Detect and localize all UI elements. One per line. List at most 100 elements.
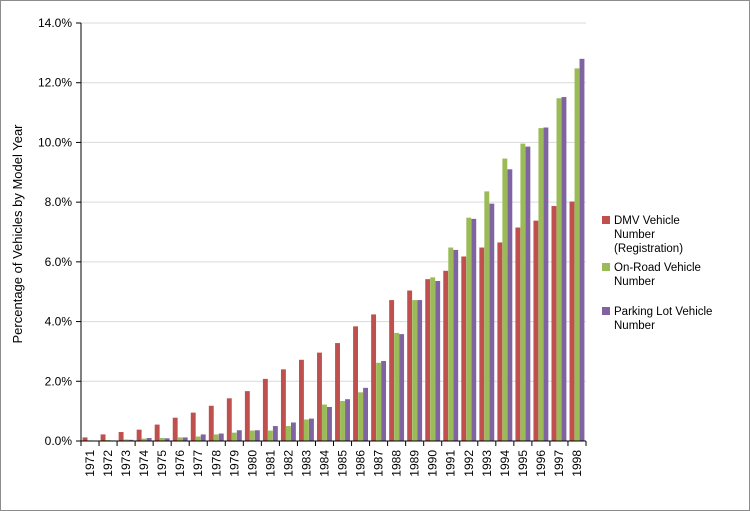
bar-parking-lot-vehicle-number-1995 — [525, 146, 531, 442]
bar-dmv-vehicle-number-registration--1973 — [118, 432, 124, 441]
bar-parking-lot-vehicle-number-1975 — [164, 438, 170, 441]
x-tick-label: 1997 — [552, 450, 566, 477]
y-tick-label: 12.0% — [38, 76, 72, 90]
x-tick-label: 1982 — [281, 450, 295, 477]
x-tick-label: 1973 — [119, 450, 133, 477]
bar-on-road-vehicle-number-1987 — [376, 362, 382, 441]
bar-dmv-vehicle-number-registration--1996 — [533, 220, 539, 441]
bar-parking-lot-vehicle-number-1986 — [363, 387, 368, 441]
bar-on-road-vehicle-number-1988 — [394, 332, 400, 441]
bar-parking-lot-vehicle-number-1987 — [381, 360, 387, 441]
y-tick-labels: 0.0% 2.0% 4.0% 6.0% 8.0% 10.0% 12.0% 14.0% — [38, 16, 72, 448]
bar-parking-lot-vehicle-number-1988 — [399, 334, 405, 441]
bar-parking-lot-vehicle-number-1985 — [345, 399, 350, 441]
x-tick-label: 1995 — [516, 450, 530, 477]
bar-parking-lot-vehicle-number-1983 — [309, 418, 314, 441]
legend-label: Number — [614, 229, 655, 241]
bar-dmv-vehicle-number-registration--1986 — [353, 326, 358, 441]
y-tick-label: 6.0% — [45, 255, 73, 269]
bar-dmv-vehicle-number-registration--1988 — [389, 300, 395, 441]
bar-on-road-vehicle-number-1993 — [484, 191, 490, 441]
bar-parking-lot-vehicle-number-1997 — [561, 97, 567, 442]
bar-parking-lot-vehicle-number-1981 — [272, 426, 278, 441]
x-tick-label: 1977 — [191, 450, 205, 477]
x-tick-label: 1975 — [155, 450, 169, 477]
y-tick-label: 2.0% — [45, 374, 73, 388]
y-tick-label: 4.0% — [45, 315, 73, 329]
bar-dmv-vehicle-number-registration--1997 — [551, 206, 557, 441]
bar-dmv-vehicle-number-registration--1984 — [317, 352, 322, 441]
bar-dmv-vehicle-number-registration--1975 — [154, 424, 160, 441]
bar-dmv-vehicle-number-registration--1994 — [497, 242, 503, 441]
legend-label: (Registration) — [614, 243, 683, 255]
bar-on-road-vehicle-number-1978 — [213, 434, 219, 441]
legend-label: DMV Vehicle — [614, 215, 680, 227]
bar-dmv-vehicle-number-registration--1977 — [190, 412, 196, 441]
bar-parking-lot-vehicle-number-1993 — [489, 203, 495, 441]
x-tick-label: 1984 — [317, 450, 331, 477]
x-tick-label: 1981 — [263, 450, 277, 477]
legend: DMV Vehicle Number (Registration) On-Road V… — [602, 215, 712, 332]
bar-parking-lot-vehicle-number-1976 — [182, 437, 188, 441]
bar-on-road-vehicle-number-1979 — [231, 432, 237, 441]
bar-dmv-vehicle-number-registration--1974 — [136, 429, 142, 441]
x-tick-label: 1985 — [336, 450, 350, 477]
bar-on-road-vehicle-number-1974 — [141, 438, 147, 441]
axes — [76, 22, 587, 446]
bar-on-road-vehicle-number-1997 — [556, 98, 562, 442]
x-tick-label: 1992 — [462, 450, 476, 477]
bar-dmv-vehicle-number-registration--1985 — [335, 343, 340, 441]
x-tick-label: 1990 — [426, 450, 440, 477]
bar-dmv-vehicle-number-registration--1998 — [569, 201, 575, 441]
x-tick-label: 1988 — [390, 450, 404, 477]
legend-swatch — [602, 307, 610, 315]
bars — [82, 58, 585, 442]
bar-parking-lot-vehicle-number-1974 — [146, 438, 152, 441]
bar-parking-lot-vehicle-number-1980 — [254, 430, 260, 441]
legend-label: On-Road Vehicle — [614, 262, 701, 274]
y-tick-label: 10.0% — [38, 135, 72, 149]
y-tick-label: 8.0% — [45, 195, 73, 209]
y-tick-label: 0.0% — [45, 434, 73, 448]
bar-dmv-vehicle-number-registration--1989 — [407, 290, 413, 441]
bar-parking-lot-vehicle-number-1994 — [507, 169, 513, 442]
x-tick-label: 1991 — [444, 450, 458, 477]
bar-parking-lot-vehicle-number-1992 — [471, 218, 477, 441]
bar-parking-lot-vehicle-number-1973 — [128, 439, 134, 441]
bar-parking-lot-vehicle-number-1984 — [327, 406, 332, 441]
bar-dmv-vehicle-number-registration--1982 — [280, 369, 286, 441]
bar-on-road-vehicle-number-1992 — [466, 217, 472, 441]
x-tick-label: 1996 — [534, 450, 548, 477]
x-tick-label: 1994 — [498, 450, 512, 477]
x-tick-label: 1989 — [408, 450, 422, 477]
bar-dmv-vehicle-number-registration--1995 — [515, 227, 521, 441]
bar-dmv-vehicle-number-registration--1987 — [371, 314, 377, 441]
bar-dmv-vehicle-number-registration--1980 — [244, 391, 250, 441]
bar-on-road-vehicle-number-1975 — [159, 438, 165, 441]
bar-dmv-vehicle-number-registration--1978 — [208, 405, 214, 441]
bar-dmv-vehicle-number-registration--1972 — [100, 434, 106, 441]
bar-parking-lot-vehicle-number-1989 — [417, 300, 423, 441]
bar-dmv-vehicle-number-registration--1971 — [82, 437, 88, 441]
y-axis-label: Percentage of Vehicles by Model Year — [10, 124, 25, 344]
bar-dmv-vehicle-number-registration--1976 — [172, 417, 178, 441]
x-tick-label: 1974 — [137, 450, 151, 477]
bar-parking-lot-vehicle-number-1979 — [236, 430, 242, 441]
bar-on-road-vehicle-number-1989 — [412, 300, 418, 441]
legend-label: Number — [614, 320, 655, 332]
legend-label: Parking Lot Vehicle — [614, 306, 712, 318]
x-tick-label: 1993 — [480, 450, 494, 477]
bar-on-road-vehicle-number-1990 — [430, 277, 436, 441]
bar-parking-lot-vehicle-number-1977 — [200, 434, 206, 441]
bar-dmv-vehicle-number-registration--1979 — [226, 398, 232, 441]
x-tick-label: 1983 — [299, 450, 313, 477]
x-tick-label: 1987 — [372, 450, 386, 477]
bar-on-road-vehicle-number-1977 — [195, 436, 201, 441]
legend-swatch — [602, 216, 610, 224]
bar-on-road-vehicle-number-1998 — [574, 68, 580, 441]
x-tick-labels: 1971 1972 1973 1974 1975 1976 1977 1978 1979 1980… — [83, 450, 584, 477]
bar-parking-lot-vehicle-number-1978 — [218, 433, 224, 441]
bar-dmv-vehicle-number-registration--1992 — [461, 256, 467, 441]
